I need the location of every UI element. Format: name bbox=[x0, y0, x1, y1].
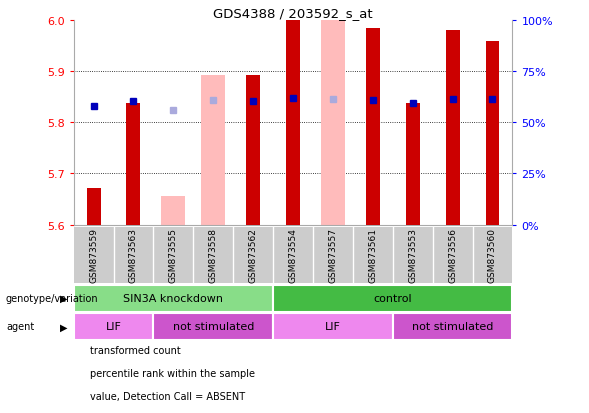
Bar bbox=[201, 76, 225, 225]
Text: not stimulated: not stimulated bbox=[412, 321, 493, 332]
Text: LIF: LIF bbox=[105, 321, 121, 332]
Bar bbox=[485, 42, 499, 225]
Text: GSM873560: GSM873560 bbox=[488, 228, 497, 282]
Text: SIN3A knockdown: SIN3A knockdown bbox=[123, 293, 223, 304]
Title: GDS4388 / 203592_s_at: GDS4388 / 203592_s_at bbox=[213, 7, 373, 19]
Text: GSM873555: GSM873555 bbox=[169, 228, 178, 282]
Text: agent: agent bbox=[6, 321, 34, 332]
Text: ▶: ▶ bbox=[60, 293, 68, 304]
Text: GSM873554: GSM873554 bbox=[289, 228, 297, 282]
Text: transformed count: transformed count bbox=[90, 345, 180, 355]
Bar bbox=[366, 29, 380, 225]
Bar bbox=[286, 21, 300, 225]
Bar bbox=[393, 313, 512, 340]
Text: GSM873558: GSM873558 bbox=[209, 228, 218, 282]
Text: GSM873557: GSM873557 bbox=[329, 228, 337, 282]
Bar bbox=[74, 313, 153, 340]
Text: GSM873559: GSM873559 bbox=[89, 228, 98, 282]
Bar bbox=[74, 285, 273, 312]
Text: genotype/variation: genotype/variation bbox=[6, 293, 98, 304]
Bar bbox=[161, 197, 186, 225]
Bar bbox=[153, 313, 273, 340]
Text: GSM873563: GSM873563 bbox=[129, 228, 138, 282]
Text: LIF: LIF bbox=[325, 321, 341, 332]
Bar bbox=[321, 21, 345, 225]
Text: not stimulated: not stimulated bbox=[173, 321, 254, 332]
Bar bbox=[246, 75, 260, 225]
Text: GSM873562: GSM873562 bbox=[249, 228, 257, 282]
Text: GSM873561: GSM873561 bbox=[368, 228, 378, 282]
Bar bbox=[127, 103, 140, 225]
Bar bbox=[446, 31, 459, 225]
Text: GSM873556: GSM873556 bbox=[448, 228, 457, 282]
Text: ▶: ▶ bbox=[60, 321, 68, 332]
Bar bbox=[406, 103, 420, 225]
Text: percentile rank within the sample: percentile rank within the sample bbox=[90, 368, 254, 378]
Text: control: control bbox=[373, 293, 412, 304]
Bar bbox=[87, 188, 101, 225]
Bar bbox=[273, 313, 393, 340]
Bar bbox=[273, 285, 512, 312]
Text: GSM873553: GSM873553 bbox=[408, 228, 417, 282]
Text: value, Detection Call = ABSENT: value, Detection Call = ABSENT bbox=[90, 391, 244, 401]
